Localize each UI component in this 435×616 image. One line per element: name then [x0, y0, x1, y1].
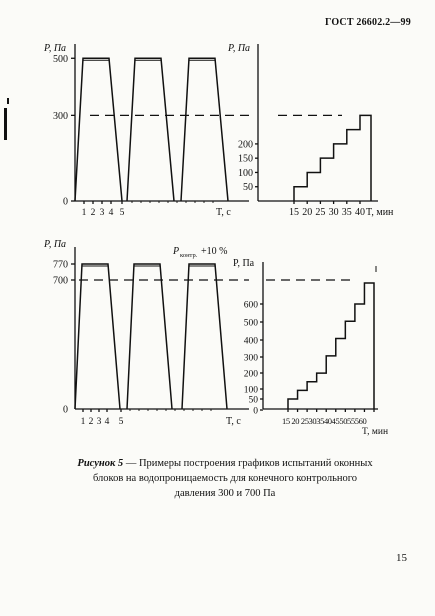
x-tick-label: 5 [120, 208, 125, 218]
y-tick-label: 150 [238, 154, 253, 165]
annotation-subscript: контр. [180, 252, 198, 259]
y-tick-label: 50 [243, 182, 253, 193]
x-tick-label: 5 [119, 417, 124, 427]
y-tick-label: 770 [53, 260, 68, 271]
y-axis-label: P, Па [43, 239, 66, 250]
y-tick-label: 200 [244, 370, 259, 380]
x-tick-label: 4 [109, 208, 114, 218]
pressure-pulse [126, 263, 173, 410]
caption-line-1: Примеры построения графиков испытаний ок… [138, 458, 373, 469]
x-axis-label: T, с [216, 207, 231, 218]
caption-line-3: давления 300 и 700 Па [174, 488, 276, 499]
standard-header: ГОСТ 26602.2—99 [325, 17, 411, 28]
caption-line-2: блоков на водопроницаемость для конечног… [92, 473, 358, 484]
x-tick-label: 15 [289, 207, 299, 218]
y-tick-label: 500 [244, 319, 259, 329]
x-tick-label: 30 [329, 207, 339, 218]
pressure-staircase [293, 114, 372, 201]
scan-mark [4, 108, 7, 140]
y-axis-label: P, Па [227, 43, 250, 54]
x-tick-label: 35 [342, 207, 352, 218]
pressure-staircase [287, 282, 375, 409]
y-tick-label: 0 [63, 197, 68, 208]
page-number: 15 [396, 552, 407, 564]
y-tick-label: 300 [244, 354, 259, 364]
x-tick-label: 1 [81, 417, 86, 427]
x-tick-label: 20 [302, 207, 312, 218]
x-tick-label: 4 [105, 417, 110, 427]
y-tick-label: 200 [238, 139, 253, 150]
x-tick-label: 25 [315, 207, 325, 218]
x-axis-label: T, мин [366, 207, 394, 218]
pressure-pulse [74, 263, 121, 410]
scan-mark [7, 98, 9, 104]
annotation-symbol: P [172, 246, 179, 257]
y-tick-label: 100 [238, 168, 253, 179]
pressure-pulse [181, 263, 228, 410]
x-tick-label: 40 [355, 207, 365, 218]
pressure-pulse [126, 57, 175, 202]
pressure-pulse [180, 57, 229, 202]
y-tick-label: 0 [253, 407, 258, 417]
y-tick-label: 500 [53, 54, 68, 65]
annotation-text: +10 % [201, 246, 227, 257]
figure-caption: Рисунок 5 — Примеры построения графиков … [40, 456, 410, 501]
y-tick-label: 700 [53, 276, 68, 287]
y-tick-label: 0 [63, 405, 68, 416]
figure-label: Рисунок 5 [77, 458, 124, 469]
y-tick-label: 100 [244, 386, 259, 396]
x-tick-label: 2 [89, 417, 94, 427]
x-axis-label: T, с [226, 416, 241, 427]
y-axis-label: P, Па [233, 258, 255, 269]
x-tick-label: 3 [100, 208, 105, 218]
x-axis-label: T, мин [362, 427, 388, 437]
y-tick-label: 400 [244, 337, 259, 347]
x-tick-label: 2 [91, 208, 96, 218]
y-tick-label: 600 [244, 301, 259, 311]
caption-dash: — [123, 458, 139, 469]
y-axis-label: P, Па [43, 43, 66, 54]
y-tick-label: 300 [53, 111, 68, 122]
x-tick-label: 1 [82, 208, 87, 218]
x-tick-labels: 15 20 25303540455055560 [282, 416, 366, 426]
x-tick-label: 3 [97, 417, 102, 427]
pressure-pulse [74, 57, 123, 202]
y-tick-label: 50 [249, 396, 259, 406]
